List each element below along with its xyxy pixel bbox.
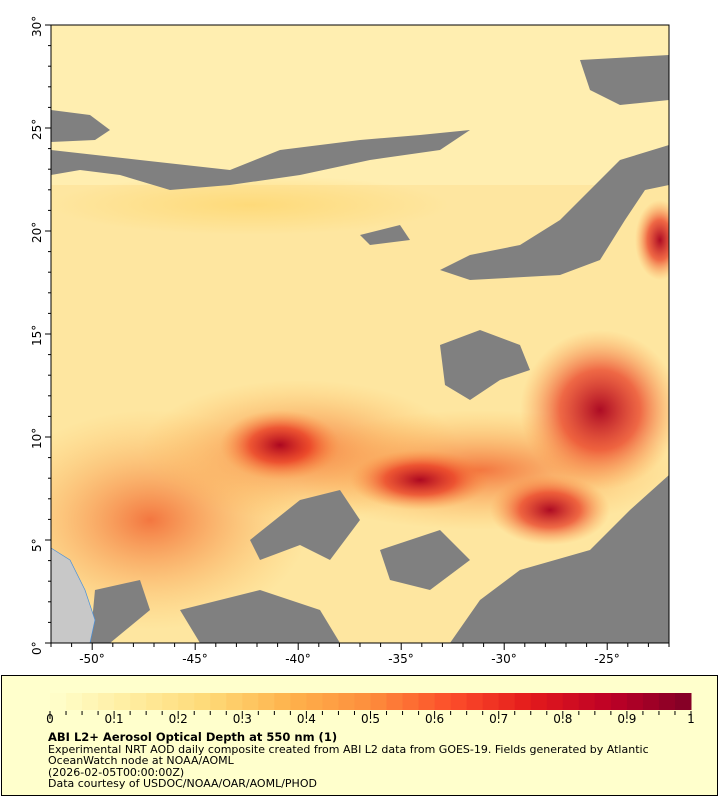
legend-credit: Data courtesy of USDOC/NOAA/OAR/AOML/PHO… [48,777,317,790]
colorbar-swatch [210,693,227,710]
legend-title: ABI L2+ Aerosol Optical Depth at 550 nm … [48,730,338,744]
colorbar-swatch [642,693,660,710]
lat-label-5: 5° [30,538,44,552]
colorbar-label: 0.9 [617,712,637,726]
colorbar-swatch [66,693,83,710]
colorbar-swatch [114,693,131,710]
colorbar-swatch [450,693,468,710]
colorbar-swatch [178,693,195,710]
lon-label-30w: -30° [491,652,517,666]
lon-label-40w: -40° [285,652,311,666]
colorbar-swatch [322,693,339,710]
south-america-land [51,547,96,643]
colorbar-swatch [594,693,612,710]
lat-label-30: 30° [30,15,44,37]
colorbar-label: 0.6 [425,712,445,726]
colorbar-swatch [498,693,516,710]
colorbar-swatch [514,693,532,710]
lat-label-20: 20° [30,221,44,243]
lat-label-0: 0° [30,641,44,655]
colorbar-swatch [466,693,484,710]
colorbar-swatch [658,693,676,710]
legend-description: Experimental NRT AOD daily composite cre… [48,742,649,767]
lat-label-15: 15° [30,324,44,346]
colorbar-swatch [290,693,307,710]
colorbar-swatch [482,693,500,710]
colorbar-swatch [418,693,436,710]
colorbar-swatch [50,693,67,710]
colorbar-swatch [226,693,243,710]
colorbar-swatch [578,693,596,710]
colorbar-swatch [546,693,564,710]
colorbar-label: 0.8 [553,712,573,726]
colorbar-swatch [130,693,147,710]
colorbar-swatch [562,693,580,710]
colorbar-swatch [610,693,628,710]
colorbar-swatch [402,693,420,710]
colorbar-swatch [98,693,115,710]
colorbar-label: 0.2 [168,712,188,726]
lon-label-50w: -50° [79,652,105,666]
colorbar-swatch [626,693,644,710]
colorbar-swatch [258,693,275,710]
legend-panel: 0 0.1 0.2 0.3 0.4 0.5 0.6 0.7 0.8 0.9 1 ABI L2+ Ae… [1,675,718,796]
colorbar-swatch [162,693,179,710]
colorbar-swatch [306,693,323,710]
colorbar-swatch [354,693,371,710]
colorbar-swatch [146,693,163,710]
lon-label-35w: -35° [388,652,414,666]
colorbar-label: 0 [46,712,54,726]
colorbar-swatch [82,693,99,710]
lon-label-25w: -25° [594,652,620,666]
colorbar-label: 0.1 [104,712,124,726]
caption: ABI L2+ Aerosol Optical Depth at 550 nm … [48,730,708,790]
colorbar-swatch [370,693,388,710]
colorbar-swatch [338,693,355,710]
colorbar [49,693,692,719]
colorbar-label: 1 [687,712,695,726]
lon-label-45w: -45° [182,652,208,666]
lat-label-10: 10° [30,427,44,449]
colorbar-swatch [434,693,452,710]
colorbar-swatch [242,693,259,710]
aod-map [45,24,670,650]
colorbar-swatch [194,693,211,710]
colorbar-swatch [530,693,548,710]
colorbar-label: 0.7 [489,712,509,726]
colorbar-label: 0.5 [360,712,381,726]
colorbar-swatch [674,693,692,710]
colorbar-swatch [386,693,404,710]
colorbar-swatch [274,693,291,710]
no-data-regions [51,55,669,643]
legend-time: (2026-02-05T00:00:00Z) [48,765,185,779]
lat-label-25: 25° [30,118,44,140]
colorbar-label: 0.4 [296,712,316,726]
colorbar-label: 0.3 [232,712,252,726]
